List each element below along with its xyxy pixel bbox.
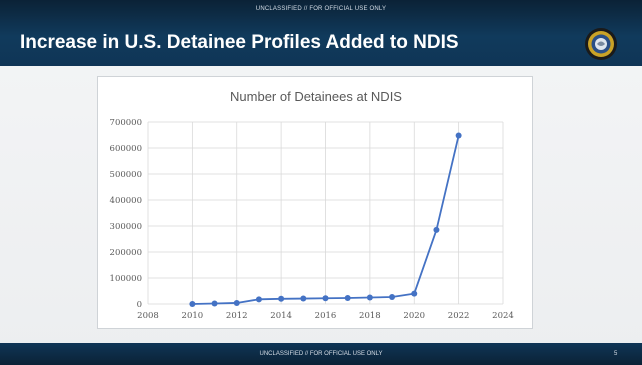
data-point: [300, 295, 307, 302]
y-tick-label: 400000: [110, 196, 142, 206]
x-tick-label: 2022: [448, 311, 470, 321]
y-tick-label: 500000: [110, 170, 142, 180]
footer-bar: UNCLASSIFIED // FOR OFFICIAL USE ONLY 5: [0, 343, 642, 365]
chart-panel: Number of Detainees at NDIS 0 100000 20000…: [97, 76, 533, 329]
data-point: [389, 293, 396, 300]
y-tick-label: 200000: [110, 248, 142, 258]
x-tick-label: 2010: [182, 311, 204, 321]
line-chart: Number of Detainees at NDIS 0 100000 20000…: [110, 89, 514, 321]
x-tick-label: 2014: [270, 311, 292, 321]
header-bar: UNCLASSIFIED // FOR OFFICIAL USE ONLY In…: [0, 0, 642, 66]
data-point: [433, 226, 440, 233]
slide-title: Increase in U.S. Detainee Profiles Added…: [20, 32, 459, 53]
data-point: [189, 301, 196, 307]
x-tick-label: 2008: [137, 311, 159, 321]
y-tick-label: 300000: [110, 222, 142, 232]
data-point: [455, 132, 462, 139]
y-tick-label: 0: [137, 300, 142, 310]
gridlines: [147, 121, 504, 305]
classification-banner-top: UNCLASSIFIED // FOR OFFICIAL USE ONLY: [255, 6, 387, 12]
seal-icon: [585, 28, 617, 60]
x-tick-label: 2016: [315, 311, 337, 321]
y-tick-label: 600000: [110, 144, 142, 154]
data-point: [211, 300, 218, 307]
data-point: [278, 295, 285, 302]
data-point: [322, 295, 329, 302]
page-number: 5: [614, 351, 618, 357]
y-tick-label: 100000: [110, 274, 142, 284]
data-point: [344, 295, 351, 302]
series-layer: [189, 132, 462, 307]
x-tick-label: 2024: [492, 311, 514, 321]
data-point: [233, 299, 240, 306]
y-tick-label: 700000: [110, 118, 142, 128]
axis-labels: 0 100000 200000 300000 400000 500000 600000 700…: [110, 118, 514, 321]
x-tick-label: 2012: [226, 311, 248, 321]
data-point: [255, 296, 262, 303]
chart-title: Number of Detainees at NDIS: [230, 89, 402, 104]
x-tick-label: 2018: [359, 311, 381, 321]
x-tick-label: 2020: [403, 311, 425, 321]
data-point: [411, 290, 418, 297]
data-point: [366, 294, 373, 301]
classification-banner-bottom: UNCLASSIFIED // FOR OFFICIAL USE ONLY: [259, 351, 383, 357]
